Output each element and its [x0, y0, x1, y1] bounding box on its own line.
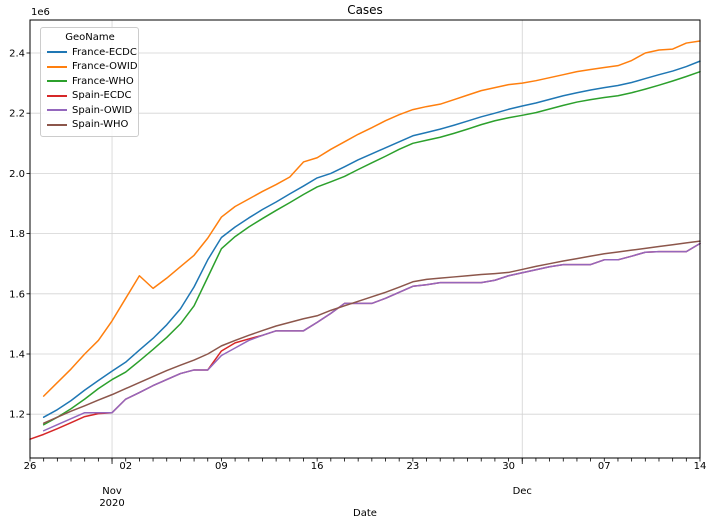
legend-line-swatch — [47, 94, 67, 97]
x-year-label: 2020 — [99, 498, 124, 509]
legend-entries: France-ECDC France-OWID France-WHO Spain-EC… — [47, 45, 138, 133]
x-tick-label: 09 — [215, 461, 228, 472]
legend-line-swatch — [47, 65, 67, 68]
y-tick-label: 1.6 — [9, 289, 25, 300]
legend-line-swatch — [47, 80, 67, 83]
legend-entry-label: Spain-ECDC — [72, 90, 132, 102]
x-tick-label: 02 — [119, 461, 132, 472]
y-tick-label: 1.4 — [9, 350, 25, 361]
y-axis-offset-label: 1e6 — [31, 7, 50, 18]
legend-title: GeoName — [65, 32, 115, 43]
series-line-france-ecdc — [42, 60, 701, 418]
x-axis-label: Date — [353, 508, 377, 519]
legend-entry-label: Spain-WHO — [72, 119, 129, 131]
x-tick-label: 07 — [598, 461, 611, 472]
legend: GeoName France-ECDC France-OWID France-WHO… — [40, 27, 139, 137]
series-line-france-owid — [42, 40, 701, 397]
series-line-spain-owid — [42, 242, 701, 432]
x-tick-label: 30 — [502, 461, 515, 472]
legend-line-swatch — [47, 51, 67, 54]
legend-entry: France-ECDC — [47, 45, 137, 60]
legend-entry-label: France-OWID — [72, 61, 138, 73]
x-tick-label: 16 — [311, 461, 324, 472]
chart-title: Cases — [347, 3, 383, 17]
legend-line-swatch — [47, 109, 67, 112]
x-tick-label: 14 — [694, 461, 707, 472]
legend-entry: Spain-WHO — [47, 118, 133, 133]
legend-line-swatch — [47, 123, 67, 126]
series-line-france-who — [42, 70, 701, 426]
legend-entry-label: Spain-OWID — [72, 104, 133, 116]
x-month-label: Dec — [513, 486, 532, 497]
y-tick-label: 1.8 — [9, 229, 25, 240]
legend-entry: France-WHO — [47, 74, 134, 89]
legend-entry-label: France-ECDC — [72, 46, 137, 58]
grid-layer — [30, 20, 700, 458]
legend-entry: France-OWID — [47, 60, 138, 75]
y-tick-label: 2.0 — [9, 169, 25, 180]
x-tick-label: 26 — [24, 461, 37, 472]
series-layer — [29, 40, 701, 440]
legend-entry: Spain-OWID — [47, 103, 133, 118]
x-month-label: Nov — [102, 486, 122, 497]
series-line-spain-who — [42, 240, 701, 424]
plot-border — [29, 19, 701, 459]
x-tick-label: 23 — [406, 461, 419, 472]
legend-entry: Spain-ECDC — [47, 89, 133, 104]
y-tick-label: 2.2 — [9, 109, 25, 120]
y-tick-label: 2.4 — [9, 49, 25, 60]
series-line-spain-ecdc — [29, 242, 701, 440]
y-tick-label: 1.2 — [9, 410, 25, 421]
legend-entry-label: France-WHO — [72, 75, 134, 87]
